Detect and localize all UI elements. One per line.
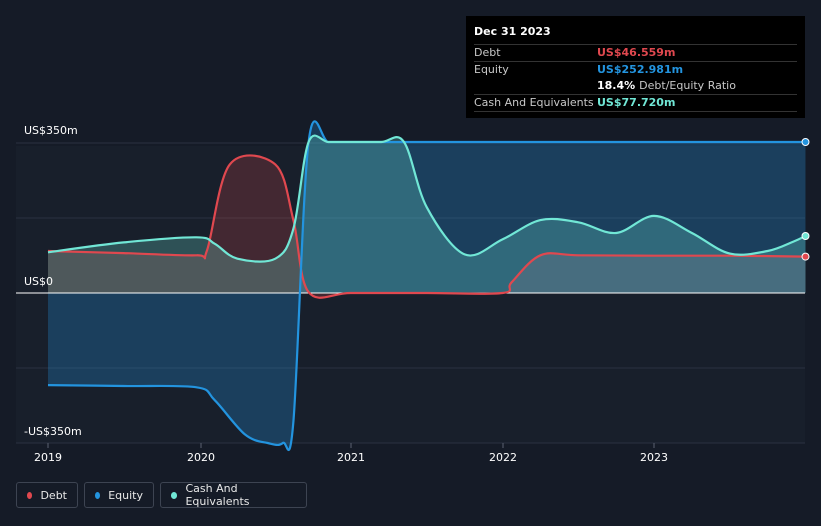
debt-end-marker xyxy=(801,252,810,261)
tooltip-date: Dec 31 2023 xyxy=(474,25,551,38)
debt-dot-icon xyxy=(27,491,33,499)
tooltip-equity-value: US$252.981m xyxy=(597,63,684,76)
debt-line xyxy=(47,154,806,299)
legend-debt-label: Debt xyxy=(40,488,67,502)
axis-ticks: 2019 2020 2021 2022 2023 xyxy=(34,443,668,464)
tooltip-debt-value: US$46.559m xyxy=(597,46,676,59)
x-tick-label-2020: 2020 xyxy=(187,451,215,464)
legend-equity-label: Equity xyxy=(108,488,143,502)
tooltip-ratio-label: Debt/Equity Ratio xyxy=(639,79,736,92)
cash-and-equivalents-line xyxy=(47,134,806,263)
equity-dot-icon xyxy=(95,491,101,499)
y-tick-label-top: US$350m xyxy=(24,124,78,137)
tooltip-ratio-value: 18.4% xyxy=(597,79,636,92)
series-areas xyxy=(48,121,806,450)
chart-legend: Debt Equity Cash And Equivalents xyxy=(16,482,307,508)
legend-item-cash[interactable]: Cash And Equivalents xyxy=(160,482,307,508)
equity-area xyxy=(48,121,806,450)
legend-item-equity[interactable]: Equity xyxy=(84,482,154,508)
y-tick-label-zero: US$0 xyxy=(24,275,53,288)
cash-and-equivalents-area xyxy=(48,135,806,293)
cash-and-equivalents-end-marker xyxy=(801,232,810,240)
tooltip-equity-label: Equity xyxy=(474,63,509,76)
cash-dot-icon xyxy=(171,491,178,499)
tooltip-row-ratio: 18.4% Debt/Equity Ratio xyxy=(474,78,797,94)
equity-end-marker xyxy=(801,138,810,146)
tooltip-cash-value: US$77.720m xyxy=(597,96,676,109)
y-tick-label-bottom: -US$350m xyxy=(24,425,82,438)
series-lines xyxy=(47,120,810,451)
data-tooltip: Dec 31 2023 Debt US$46.559m Equity US$25… xyxy=(466,16,805,118)
legend-item-debt[interactable]: Debt xyxy=(16,482,78,508)
x-tick-label-2022: 2022 xyxy=(489,451,517,464)
legend-cash-label: Cash And Equivalents xyxy=(185,482,250,508)
x-tick-label-2021: 2021 xyxy=(337,451,365,464)
tooltip-row-debt: Debt US$46.559m xyxy=(474,44,797,61)
plot-background xyxy=(16,146,805,443)
tooltip-cash-label: Cash And Equivalents xyxy=(474,96,594,109)
tooltip-debt-label: Debt xyxy=(474,46,501,59)
debt-area xyxy=(48,155,806,298)
x-tick-label-2019: 2019 xyxy=(34,451,62,464)
tooltip-row-equity: Equity US$252.981m xyxy=(474,61,797,78)
tooltip-row-cash: Cash And Equivalents US$77.720m xyxy=(474,94,797,112)
x-tick-label-2023: 2023 xyxy=(640,451,668,464)
